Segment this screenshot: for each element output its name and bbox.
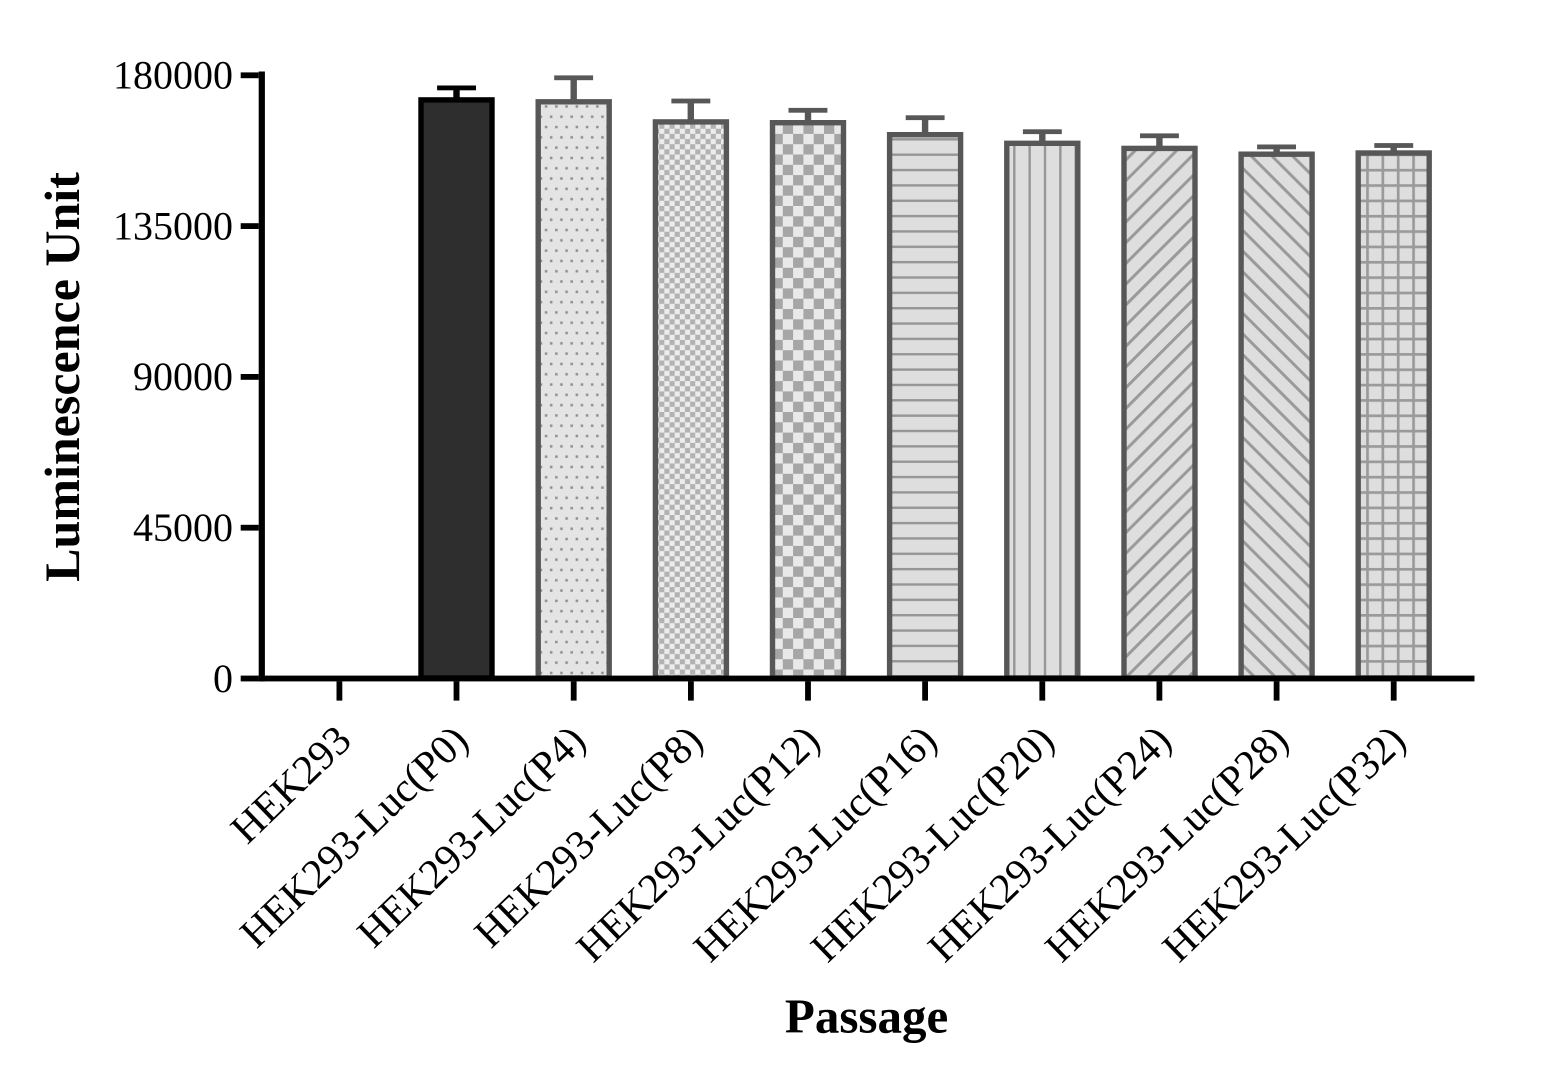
svg-text:Passage: Passage — [785, 989, 948, 1044]
svg-text:135000: 135000 — [113, 203, 233, 248]
svg-text:0: 0 — [213, 656, 233, 701]
svg-text:180000: 180000 — [113, 53, 233, 98]
svg-text:90000: 90000 — [133, 354, 233, 399]
svg-text:45000: 45000 — [133, 505, 233, 550]
svg-text:Luminescence Unit: Luminescence Unit — [34, 172, 90, 582]
